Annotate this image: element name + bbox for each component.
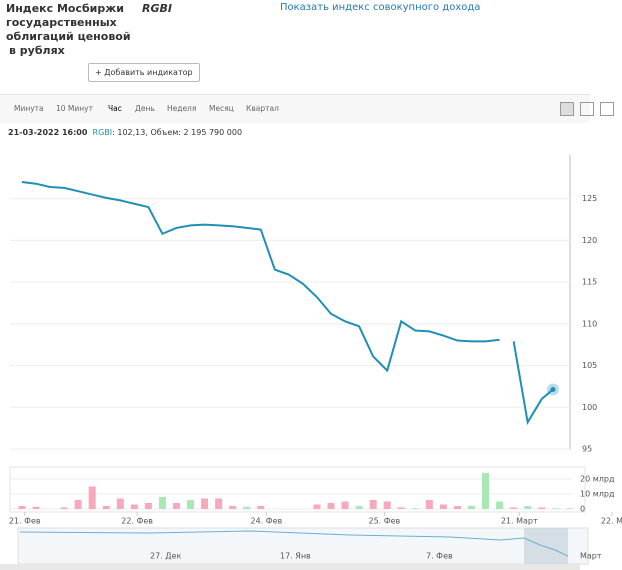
navigator-label: 17. Янв xyxy=(280,552,311,561)
ticker: RGBI xyxy=(142,2,172,15)
navigator-label: 7. Фев xyxy=(426,552,453,561)
volume-bar xyxy=(397,507,405,509)
volume-bar xyxy=(439,504,447,509)
add-indicator-button[interactable]: + Добавить индикатор xyxy=(88,63,200,82)
volume-bar xyxy=(201,498,209,509)
tab[interactable]: Неделя xyxy=(167,104,197,113)
volume-bar xyxy=(411,508,419,509)
x-tick-label: 21. Фев xyxy=(9,517,41,526)
y-tick-label: 125 xyxy=(582,194,597,203)
x-tick-label: 22. М xyxy=(601,517,622,526)
volume-bar xyxy=(482,473,490,509)
info-line: 21-03-2022 16:00 RGBI: 102,13, Объем: 2 … xyxy=(8,128,242,137)
y-tick-label: 120 xyxy=(582,236,597,245)
volume-bar xyxy=(144,503,152,509)
price-line xyxy=(512,341,554,426)
volume-bar xyxy=(524,506,532,509)
title-line: государственных xyxy=(6,16,117,29)
volume-bar xyxy=(467,506,475,509)
scrollbar[interactable] xyxy=(0,564,580,570)
volume-bar xyxy=(32,506,40,509)
info-ticker: RGBI xyxy=(92,128,113,137)
volume-bar xyxy=(158,497,166,509)
y-tick-label: 110 xyxy=(582,319,597,328)
y-tick-label: 115 xyxy=(582,278,597,287)
volume-bar xyxy=(425,500,433,509)
x-tick-label: 25. Фев xyxy=(368,517,400,526)
tab[interactable]: Квартал xyxy=(246,104,279,113)
info-text: : 102,13, Объем: 2 195 790 000 xyxy=(112,128,243,137)
volume-bar xyxy=(355,506,363,509)
info-date: 21-03-2022 16:00 xyxy=(8,128,88,137)
title-line: облигаций ценовой xyxy=(6,30,131,43)
volume-bar xyxy=(257,506,265,509)
volume-bar xyxy=(60,507,68,509)
volume-bar xyxy=(510,507,518,509)
title-line: в рублях xyxy=(9,44,65,57)
volume-bar xyxy=(327,503,335,509)
tab[interactable]: День xyxy=(135,104,155,113)
chart-type-candle[interactable] xyxy=(580,102,594,116)
volume-bar xyxy=(116,498,124,509)
title-line: Индекс Мосбиржи xyxy=(6,2,124,15)
volume-bar xyxy=(538,507,546,509)
volume-bar xyxy=(496,501,504,509)
volume-bar xyxy=(74,500,82,509)
last-point-dot xyxy=(550,387,556,393)
x-tick-label: 21. Март xyxy=(501,517,538,526)
volume-bar xyxy=(18,506,26,509)
volume-bar xyxy=(88,486,96,509)
navigator xyxy=(17,527,589,565)
volume-bar xyxy=(229,506,237,509)
y-tick-label: 95 xyxy=(582,445,592,454)
total-return-link[interactable]: Показать индекс совокупного дохода xyxy=(280,2,481,13)
navigator-window xyxy=(524,528,568,564)
navigator-line xyxy=(19,530,569,557)
volume-bar xyxy=(552,508,560,509)
last-point xyxy=(546,383,559,396)
x-tick-label: 24. Фев xyxy=(250,517,282,526)
volume-bar xyxy=(341,501,349,509)
y-tick-label: 100 xyxy=(582,403,597,412)
tab-bar: Минута 10 Минут Час День Неделя Месяц Квартал xyxy=(0,94,590,123)
volume-bar xyxy=(130,504,138,509)
x-tick-label: 22. Фев xyxy=(121,517,153,526)
chart-type-bar[interactable] xyxy=(600,102,614,116)
y-tick-label: 10 млрд xyxy=(580,490,615,499)
volume-bar xyxy=(313,504,321,509)
navigator-label: Март xyxy=(580,552,602,561)
volume-bar xyxy=(566,508,574,509)
navigator-label: 27. Дек xyxy=(150,552,181,561)
volume-bar xyxy=(369,500,377,509)
tab[interactable]: Минута xyxy=(14,104,44,113)
tab[interactable]: Час xyxy=(108,104,122,113)
chart-type-line[interactable] xyxy=(560,102,574,116)
volume-bar xyxy=(172,503,180,509)
volume-bar xyxy=(243,506,251,509)
y-tick-label: 0 xyxy=(580,505,585,514)
tab[interactable]: Месяц xyxy=(209,104,234,113)
price-line xyxy=(21,181,500,373)
volume-bar xyxy=(383,501,391,509)
volume-bar xyxy=(453,506,461,509)
tab[interactable]: 10 Минут xyxy=(56,104,93,113)
volume-bar xyxy=(215,498,223,509)
volume-bar xyxy=(187,500,195,509)
y-tick-label: 105 xyxy=(582,361,597,370)
volume-panel xyxy=(9,466,586,513)
y-tick-label: 20 млрд xyxy=(580,475,615,484)
volume-bar xyxy=(102,506,110,509)
title: Индекс Мосбиржи государственных облигаци… xyxy=(6,2,131,58)
